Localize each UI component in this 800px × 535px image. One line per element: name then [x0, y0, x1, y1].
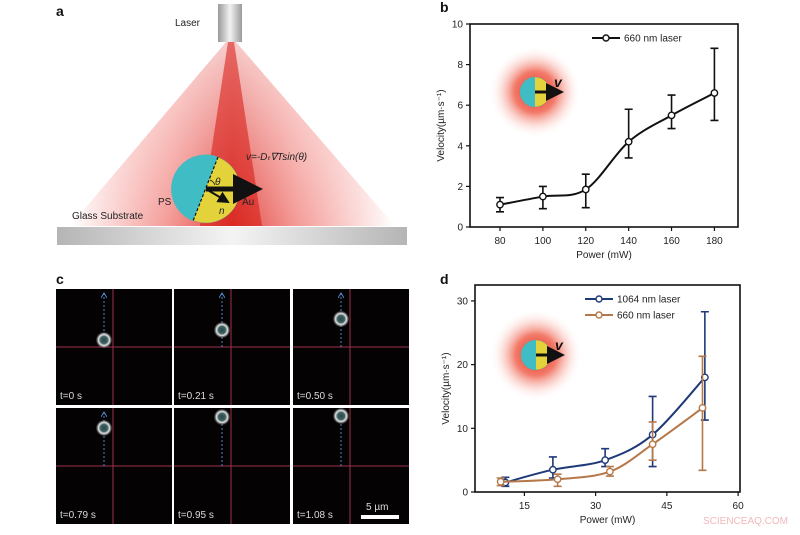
- y-axis-label: Velocity(µm·s⁻¹): [436, 89, 447, 161]
- x-tick-label: 140: [620, 236, 637, 247]
- x-tick-label: 120: [577, 236, 594, 247]
- legend-marker: [595, 295, 603, 303]
- legend-label: 660 nm laser: [624, 34, 682, 45]
- frame-timestamp: t=0 s: [60, 391, 82, 402]
- y-tick-label: 10: [457, 424, 469, 435]
- particle: [214, 409, 230, 425]
- laser-nozzle: [218, 4, 242, 42]
- y-tick-label: 0: [457, 223, 463, 234]
- data-point: [496, 200, 504, 209]
- microscopy-frame: t=0 s: [56, 289, 172, 405]
- frame-timestamp: t=0.50 s: [297, 391, 333, 402]
- microscopy-frame: t=0.50 s: [293, 289, 409, 405]
- panel-label-c: c: [56, 271, 64, 287]
- watermark: SCIENCEAQ.COM: [703, 516, 788, 527]
- scale-bar: [361, 515, 399, 519]
- x-tick-label: 60: [733, 501, 745, 512]
- microscopy-frame: t=0.21 s: [174, 289, 290, 405]
- theta-label: θ: [215, 177, 221, 188]
- data-point: [496, 477, 505, 486]
- y-tick-label: 10: [452, 20, 464, 31]
- panel-label-b: b: [440, 0, 449, 15]
- chart-d: d v 15 30 45 60 0 10 20 30 Power (mW) Velocity(µm·…: [440, 271, 744, 526]
- normal-label: n: [219, 206, 225, 217]
- x-tick-label: 30: [590, 501, 602, 512]
- scale-bar-label: 5 µm: [366, 502, 388, 513]
- particle: [214, 322, 230, 338]
- legend-marker: [602, 34, 610, 42]
- series-660-nm-laser: 660 nm laser: [496, 311, 707, 488]
- series-line: [500, 407, 704, 483]
- error-bar: [624, 108, 633, 159]
- plot-frame: [474, 284, 741, 493]
- frame-timestamp: t=0.95 s: [178, 510, 214, 521]
- y-tick-label: 30: [457, 296, 469, 307]
- y-tick-label: 2: [457, 182, 463, 193]
- frame-timestamp: t=0.79 s: [60, 510, 96, 521]
- inset-velocity-label: v: [555, 337, 564, 353]
- legend-marker: [595, 311, 603, 319]
- x-tick-label: 45: [661, 501, 673, 512]
- x-tick-label: 15: [519, 501, 531, 512]
- y-tick-label: 4: [457, 141, 463, 152]
- data-point: [624, 137, 633, 146]
- data-point: [698, 404, 707, 412]
- plot-frame: [469, 23, 739, 228]
- y-axis-label: Velocity(µm·s⁻¹): [441, 352, 452, 424]
- janus-particle-inset: v: [490, 309, 582, 401]
- x-tick-label: 80: [494, 236, 506, 247]
- substrate-label: Glass Substrate: [72, 211, 144, 222]
- data-point: [605, 467, 614, 476]
- panel-c-microscopy: c t=0 s t=0.21 s t=0.50 s t=0.79 s t=0.95 s t…: [56, 271, 409, 524]
- x-tick-label: 100: [535, 236, 552, 247]
- x-tick-label: 180: [706, 236, 723, 247]
- data-point: [601, 456, 610, 465]
- panel-label-d: d: [440, 271, 449, 287]
- legend-label: 660 nm laser: [617, 311, 675, 322]
- normal-arrow: [205, 188, 230, 204]
- laser-label: Laser: [175, 18, 201, 29]
- data-point: [581, 185, 590, 194]
- error-bar: [698, 355, 707, 472]
- y-tick-label: 0: [462, 488, 468, 499]
- panel-label-a: a: [56, 3, 64, 19]
- particle: [96, 332, 112, 348]
- velocity-formula: v=-Dₜ∇Tsin(θ): [246, 152, 307, 163]
- particle: [333, 311, 349, 327]
- microscopy-frame: t=0.95 s: [174, 408, 290, 524]
- data-point: [538, 192, 547, 201]
- data-point: [648, 440, 657, 449]
- au-label: Au: [242, 197, 254, 208]
- microscopy-frame: t=0.79 s: [56, 408, 172, 524]
- microscopy-frame: t=1.08 s: [293, 408, 409, 524]
- frame-timestamp: t=0.21 s: [178, 391, 214, 402]
- y-tick-label: 8: [457, 60, 463, 71]
- data-point: [553, 475, 562, 484]
- glass-substrate: [57, 227, 407, 245]
- legend-label: 1064 nm laser: [617, 295, 681, 306]
- error-bar: [710, 47, 719, 122]
- data-point: [548, 465, 557, 474]
- data-point: [710, 89, 719, 97]
- panel-a-schematic: a Laser Glass Substrate θ n PS Au v=-Dₜ∇…: [56, 3, 407, 245]
- x-axis-label: Power (mW): [576, 250, 632, 261]
- data-point: [667, 111, 676, 120]
- chart-b: b v 80 100 120 140 160 180 0 2 4 6 8 10 Power (mW) Vel…: [436, 0, 739, 261]
- series-660-nm-laser: 660 nm laser: [496, 34, 719, 213]
- particle: [333, 408, 349, 424]
- x-axis-label: Power (mW): [580, 515, 636, 526]
- janus-particle-inset: v: [489, 46, 581, 138]
- frame-timestamp: t=1.08 s: [297, 510, 333, 521]
- x-tick-label: 160: [663, 236, 680, 247]
- particle: [96, 420, 112, 436]
- janus-particle: [171, 154, 263, 224]
- y-tick-label: 6: [457, 101, 463, 112]
- y-tick-label: 20: [457, 360, 469, 371]
- ps-label: PS: [158, 197, 172, 208]
- inset-velocity-label: v: [554, 74, 563, 90]
